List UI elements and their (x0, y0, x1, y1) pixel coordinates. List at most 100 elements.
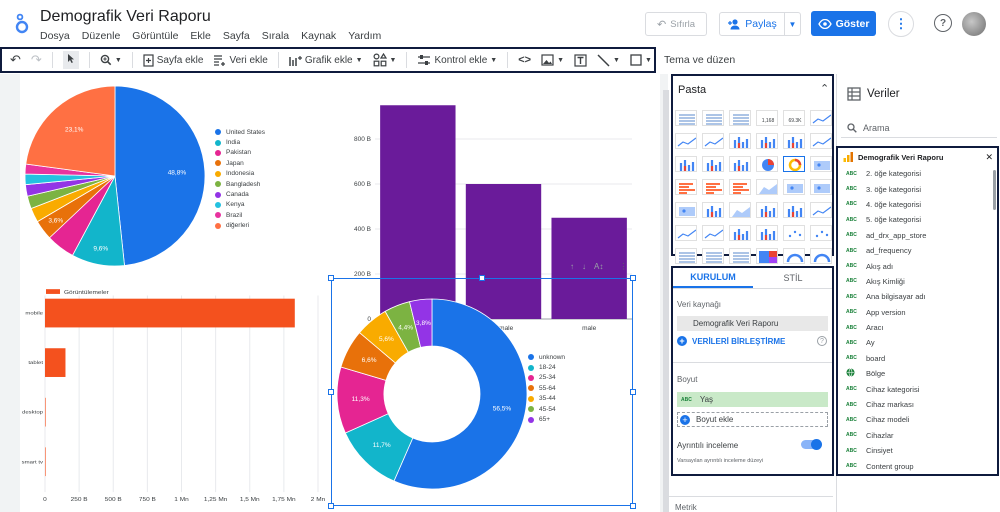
age-donut-chart[interactable]: 56,5% 11,7% 11,3% 6,6% 5,6% 4,4%3,8% (332, 289, 532, 499)
more-options-icon[interactable]: ⋮ (888, 11, 914, 37)
help-icon[interactable]: ? (817, 336, 827, 346)
device-bar[interactable] (45, 348, 66, 377)
country-legend-item[interactable]: Kenya (215, 200, 265, 210)
field-item[interactable]: ABC 4. öğe kategorisi (838, 197, 997, 212)
chart-type-scatter[interactable] (810, 225, 832, 241)
country-legend-item[interactable]: United States (215, 127, 265, 137)
resize-handle[interactable] (328, 275, 334, 281)
chart-type-gauge[interactable] (783, 248, 805, 264)
collapse-chevron-icon[interactable]: ⌃ (820, 83, 830, 95)
report-title[interactable]: Demografik Veri Raporu (40, 8, 211, 25)
share-button[interactable]: Paylaş ▼ (719, 12, 801, 36)
field-item[interactable]: ABC 2. öğe kategorisi (838, 166, 997, 181)
chart-type-scorecard[interactable]: 69.3K (783, 110, 805, 126)
reset-button[interactable]: ↶ Sıfırla (645, 12, 707, 36)
redo-icon[interactable]: ↷ (30, 52, 42, 67)
menu-resource[interactable]: Kaynak (301, 30, 337, 42)
chart-type-bar[interactable] (729, 156, 751, 172)
country-legend-item[interactable]: diğerleri (215, 221, 265, 231)
chart-type-scorecard[interactable]: 1,168 (756, 110, 778, 126)
country-pie-slice[interactable] (25, 86, 116, 177)
gender-bar[interactable] (465, 184, 542, 319)
country-legend-item[interactable]: Indonesia (215, 169, 265, 179)
chart-type-map[interactable] (675, 202, 697, 218)
theme-layout-button[interactable]: Tema ve düzen (664, 54, 736, 66)
chart-type-bar[interactable] (783, 202, 805, 218)
chart-type-area[interactable] (729, 202, 751, 218)
menu-view[interactable]: Görüntüle (132, 30, 179, 42)
code-embed-icon[interactable]: <> (518, 54, 532, 66)
undo-icon[interactable]: ↶ (10, 52, 21, 67)
resize-handle[interactable] (328, 503, 334, 509)
country-legend-item[interactable]: Pakistan (215, 148, 265, 158)
age-legend-item[interactable]: 35-44 (528, 394, 565, 404)
image-button[interactable]: ▼ (541, 54, 564, 66)
chart-type-bar[interactable] (756, 133, 778, 149)
chart-type-bar[interactable] (756, 202, 778, 218)
drilldown-toggle[interactable] (801, 439, 822, 450)
field-item[interactable]: ABC Content group (838, 458, 997, 473)
country-pie-slice[interactable] (114, 86, 206, 266)
chart-type-bar[interactable] (729, 133, 751, 149)
resize-handle[interactable] (328, 389, 334, 395)
device-bar[interactable] (45, 397, 46, 427)
blend-data-button[interactable]: + VERİLERİ BİRLEŞTİRME (677, 336, 785, 346)
age-donut-slice[interactable] (409, 298, 433, 348)
chart-type-bar[interactable] (756, 225, 778, 241)
chart-type-table[interactable] (702, 110, 724, 126)
shape-button[interactable]: ▼ (630, 54, 652, 66)
field-item[interactable]: ABC ad_drx_app_store (838, 228, 997, 243)
field-item[interactable]: ABC 3. öğe kategorisi (838, 181, 997, 196)
data-source-header[interactable]: Demografik Veri Raporu ✕ (838, 148, 997, 166)
device-bar-chart[interactable]: Görüntülemeler 0 250 B 500 B 750 B 1 Mn 1,25 … (20, 286, 330, 508)
sort-ascending-icon[interactable]: ↑ (570, 262, 574, 271)
add-page-button[interactable]: Sayfa ekle (143, 53, 203, 67)
age-legend-item[interactable]: 55-64 (528, 383, 565, 393)
add-chart-button[interactable]: Grafik ekle ▼ (289, 54, 363, 67)
gender-bar[interactable] (380, 105, 456, 319)
chart-type-line[interactable] (810, 110, 832, 126)
field-search[interactable]: Arama (841, 118, 997, 138)
add-dimension-button[interactable]: + Boyut ekle (677, 412, 828, 427)
country-legend-item[interactable]: Bangladesh (215, 179, 265, 189)
country-legend-item[interactable]: Japan (215, 158, 265, 168)
country-pie-chart[interactable]: 48,8% 9,6% 3,6% 23,1% (20, 86, 220, 276)
chart-type-table[interactable] (675, 110, 697, 126)
resize-handle[interactable] (479, 275, 485, 281)
age-legend-item[interactable]: 45-54 (528, 404, 565, 414)
field-item[interactable]: ABC Cinsiyet (838, 443, 997, 458)
view-button[interactable]: Göster (811, 11, 876, 36)
chart-type-bar[interactable] (729, 225, 751, 241)
text-box-icon[interactable] (574, 53, 587, 67)
chart-type-line[interactable] (702, 225, 724, 241)
chart-type-treemap[interactable] (756, 248, 778, 264)
tab-setup[interactable]: KURULUM (673, 268, 753, 288)
chart-type-gauge[interactable] (810, 248, 832, 264)
canvas-scrollbar[interactable] (663, 90, 669, 512)
chart-type-bar[interactable] (783, 133, 805, 149)
chart-type-table[interactable] (729, 248, 751, 264)
help-icon[interactable]: ? (934, 14, 952, 32)
field-item[interactable]: ABC Cihaz modeli (838, 412, 997, 427)
chart-type-area[interactable] (756, 179, 778, 195)
field-item[interactable]: ABC Akış Kimliği (838, 274, 997, 289)
select-pointer-icon[interactable] (62, 51, 79, 69)
country-legend-item[interactable]: Brazil (215, 210, 265, 220)
chart-type-hbar[interactable] (702, 179, 724, 195)
menu-file[interactable]: Dosya (40, 30, 70, 42)
field-item[interactable]: Bölge (838, 366, 997, 381)
chart-type-line[interactable] (675, 225, 697, 241)
age-legend-item[interactable]: 65+ (528, 414, 565, 424)
share-dropdown-icon[interactable]: ▼ (784, 13, 800, 35)
chart-type-line[interactable] (702, 133, 724, 149)
chart-type-bar[interactable] (702, 202, 724, 218)
field-item[interactable]: ABC board (838, 351, 997, 366)
chart-type-scatter[interactable] (783, 225, 805, 241)
chart-type-pie[interactable] (756, 156, 778, 172)
resize-handle[interactable] (630, 389, 636, 395)
chart-type-donut[interactable] (783, 156, 805, 172)
add-data-button[interactable]: Veri ekle (213, 54, 268, 67)
chart-type-table[interactable] (702, 248, 724, 264)
menu-edit[interactable]: Düzenle (81, 30, 121, 42)
